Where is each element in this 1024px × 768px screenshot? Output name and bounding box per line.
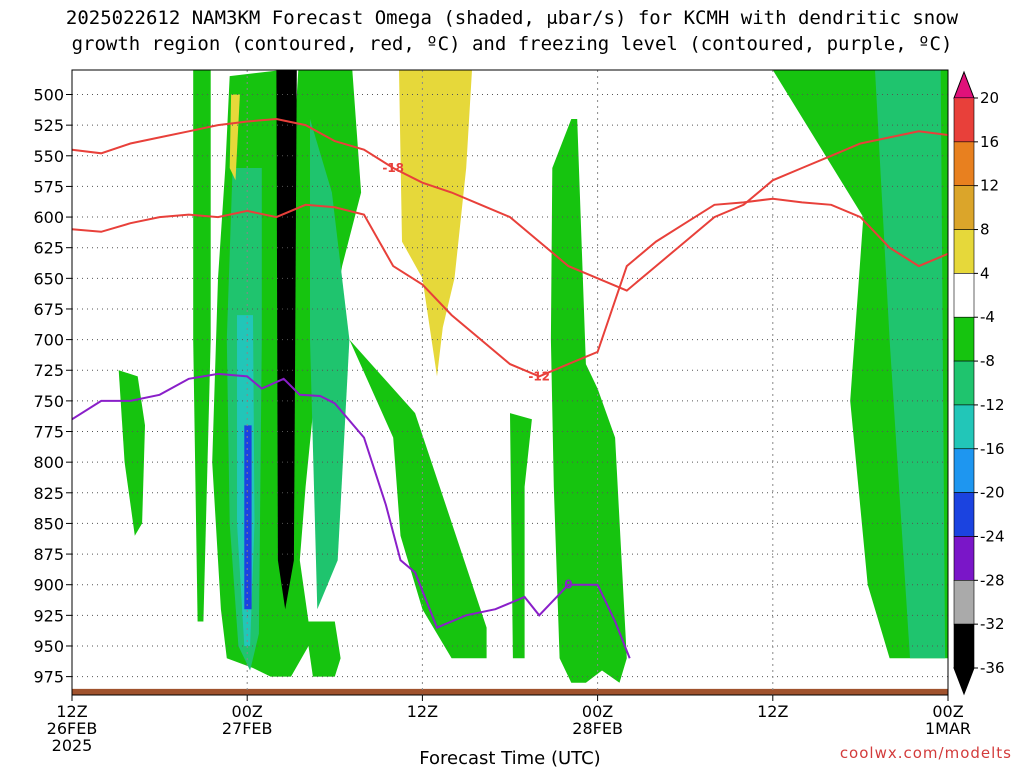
colorbar-label: -8 — [980, 352, 995, 370]
omega-region-0 — [193, 70, 211, 622]
contour-minus18C-line — [72, 117, 948, 292]
contour-0C-label: 0 — [564, 578, 572, 592]
colorbar-swatch — [953, 141, 975, 186]
x-tick-label: 00Z — [932, 702, 963, 721]
colorbar-swatch — [953, 273, 975, 318]
colorbar-label: 4 — [980, 264, 990, 282]
colorbar: 20 16 12 8 4 -4 -8 -12 -16 -20 -24 -28 -32 -36 — [953, 70, 1005, 696]
omega-region-11 — [244, 425, 252, 610]
plot-area: -18 -12 0 — [71, 69, 949, 696]
contour-0C: 0 — [72, 372, 631, 659]
y-tick-label: 750 — [33, 392, 64, 411]
omega-shading — [72, 70, 948, 695]
colorbar-swatch — [953, 536, 975, 581]
x-tick-label: 26FEB — [47, 719, 98, 738]
colorbar-swatch — [953, 316, 975, 362]
contour-minus18C-label: -18 — [382, 161, 404, 175]
omega-region-12 — [276, 70, 297, 610]
colorbar-swatch — [953, 580, 975, 625]
colorbar-label: 8 — [980, 221, 990, 239]
credit-text[interactable]: coolwx.com/modelts — [840, 744, 1012, 762]
colorbar-swatch — [953, 185, 975, 230]
colorbar-swatch — [953, 229, 975, 274]
colorbar-label: -28 — [980, 571, 1005, 589]
x-tick-label: 12Z — [56, 702, 87, 721]
colorbar-swatch — [953, 360, 975, 406]
y-tick-label: 725 — [33, 361, 64, 380]
omega-region-13 — [399, 70, 472, 377]
y-axis: 500 525 550 575 600 625 650 675 700 725 750 775 800 8… — [33, 86, 72, 687]
x-tick-label: 12Z — [407, 702, 438, 721]
omega-region-2 — [349, 339, 487, 659]
y-tick-label: 625 — [33, 239, 64, 258]
omega-region-8 — [310, 119, 350, 610]
x-tick-label: 12Z — [757, 702, 788, 721]
omega-region-3 — [118, 370, 145, 536]
colorbar-label: 16 — [980, 133, 999, 151]
y-tick-label: 875 — [33, 545, 64, 564]
y-tick-label: 825 — [33, 484, 64, 503]
x-axis-title: Forecast Time (UTC) — [419, 748, 600, 768]
colorbar-label: -24 — [980, 527, 1005, 545]
colorbar-label: 12 — [980, 177, 999, 195]
colorbar-label: -12 — [980, 396, 1005, 414]
contour-0C-line — [72, 372, 631, 659]
colorbar-top-arrow — [953, 70, 975, 99]
colorbar-swatch — [953, 448, 975, 493]
colorbar-swatch — [953, 404, 975, 450]
colorbar-label: -32 — [980, 615, 1005, 633]
chart-title-line2: growth region (contoured, red, ºC) and f… — [72, 33, 953, 55]
colorbar-label: -16 — [980, 440, 1005, 458]
colorbar-label: -36 — [980, 659, 1005, 677]
y-tick-label: 675 — [33, 300, 64, 319]
contour-minus12C-label: -12 — [528, 369, 550, 383]
contour-minus12C-line — [72, 197, 948, 378]
colorbar-swatch — [953, 97, 975, 143]
contour-minus18C: -18 — [72, 117, 948, 292]
colorbar-swatch — [953, 492, 975, 537]
y-tick-label: 925 — [33, 606, 64, 625]
omega-region-14 — [229, 94, 240, 181]
y-tick-label: 700 — [33, 331, 64, 350]
terrain-fill — [72, 688, 948, 695]
x-tick-label: 27FEB — [222, 719, 273, 738]
x-tick-label: 00Z — [582, 702, 613, 721]
gridlines — [72, 70, 948, 695]
x-tick-label: 2025 — [52, 736, 93, 755]
y-tick-label: 525 — [33, 116, 64, 135]
x-tick-label: 1MAR — [925, 719, 971, 738]
contour-minus12C: -12 — [72, 197, 948, 383]
colorbar-swatch — [953, 623, 975, 669]
y-tick-label: 800 — [33, 453, 64, 472]
y-tick-label: 975 — [33, 668, 64, 687]
x-tick-label: 28FEB — [572, 719, 623, 738]
omega-region-4 — [510, 413, 532, 659]
y-tick-label: 775 — [33, 423, 64, 442]
chart-title-line1: 2025022612 NAM3KM Forecast Omega (shaded… — [66, 7, 959, 29]
y-tick-label: 850 — [33, 514, 64, 533]
omega-region-5 — [550, 119, 627, 683]
y-tick-label: 600 — [33, 208, 64, 227]
y-tick-label: 650 — [33, 269, 64, 288]
x-tick-label: 00Z — [232, 702, 263, 721]
colorbar-label: 20 — [980, 89, 999, 107]
y-tick-label: 550 — [33, 147, 64, 166]
colorbar-label: -20 — [980, 484, 1005, 502]
y-tick-label: 500 — [33, 86, 64, 105]
y-tick-label: 575 — [33, 177, 64, 196]
plot-frame — [71, 69, 949, 696]
y-tick-label: 900 — [33, 576, 64, 595]
colorbar-label: -4 — [980, 308, 995, 326]
y-tick-label: 950 — [33, 637, 64, 656]
colorbar-bottom-arrow — [953, 667, 975, 696]
